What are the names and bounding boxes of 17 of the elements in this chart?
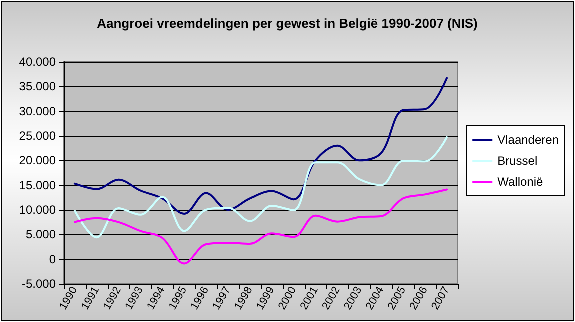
y-tick-label: -5.000: [22, 277, 56, 291]
y-tick-label: 40.000: [19, 55, 56, 69]
legend-label: Wallonië: [498, 175, 544, 189]
y-tick-label: 10.000: [19, 203, 56, 217]
legend-label: Vlaanderen: [498, 133, 560, 147]
legend-label: Brussel: [498, 154, 538, 168]
y-tick-label: 0: [49, 252, 56, 266]
y-tick-label: 25.000: [19, 129, 56, 143]
line-series: [74, 136, 448, 239]
line-series: [74, 77, 448, 215]
y-tick-label: 35.000: [19, 80, 56, 94]
y-tick-label: 30.000: [19, 104, 56, 118]
y-tick-label: 20.000: [19, 154, 56, 168]
y-tick-label: 15.000: [19, 178, 56, 192]
line-series: [74, 188, 448, 265]
chart-title: Aangroei vreemdelingen per gewest in België 1990-2007 (NIS): [97, 16, 478, 31]
y-tick-label: 5.000: [26, 228, 56, 242]
